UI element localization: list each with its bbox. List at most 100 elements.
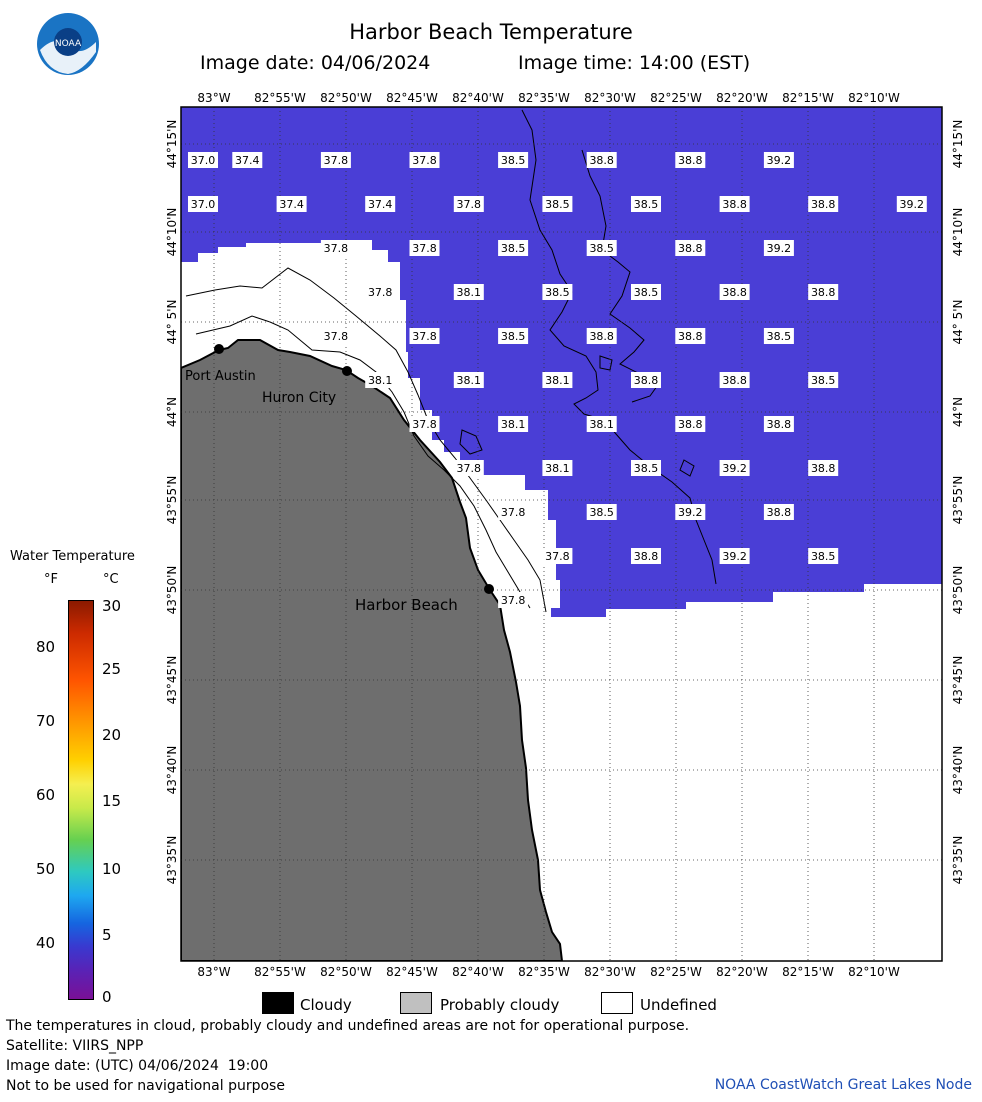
image-time: Image time: 14:00 (EST) (518, 52, 751, 74)
svg-text:38.5: 38.5 (545, 198, 570, 211)
svg-text:37.8: 37.8 (412, 418, 437, 431)
temperature-colorbar (68, 600, 94, 1000)
lon-label-top: 82°45'W (386, 91, 438, 105)
longitude-labels: 83°W 83°W 82°55'W 82°55'W 82°50'W 82°50'W 82°4… (197, 91, 900, 979)
lon-label-top: 82°20'W (716, 91, 768, 105)
lat-label-right: 44°10'N (951, 208, 965, 257)
legend-c-tick: 25 (102, 660, 122, 678)
undefined-swatch (601, 992, 633, 1014)
temperature-label: 38.5 (586, 504, 617, 520)
temperature-label: 38.8 (631, 548, 661, 564)
svg-text:37.8: 37.8 (324, 242, 349, 255)
temperature-label: 38.8 (586, 152, 617, 168)
lon-label-top: 82°15'W (782, 91, 834, 105)
lon-label-bottom: 82°40'W (452, 965, 504, 979)
temperature-label: 38.8 (763, 416, 794, 432)
temperature-label: 37.4 (365, 196, 396, 212)
legend-unit-c: °C (103, 572, 119, 587)
temperature-label: 38.5 (542, 284, 573, 300)
svg-text:39.2: 39.2 (722, 550, 747, 563)
depth-contour (679, 459, 695, 477)
place-port-austin: Port Austin (185, 344, 256, 384)
svg-text:38.5: 38.5 (589, 242, 614, 255)
cloudy-label: Cloudy (300, 996, 352, 1014)
temperature-label: 39.2 (763, 240, 794, 256)
lat-label-right: 44°15'N (951, 120, 965, 169)
temperature-label: 38.5 (542, 196, 573, 212)
place-harbor-beach: Harbor Beach (355, 584, 494, 614)
svg-text:39.2: 39.2 (722, 462, 747, 475)
svg-text:Huron City: Huron City (262, 390, 336, 406)
svg-text:38.5: 38.5 (545, 286, 570, 299)
temperature-label: 38.1 (542, 460, 573, 476)
map-frame (180, 106, 943, 962)
svg-text:39.2: 39.2 (767, 154, 792, 167)
lat-label-right: 43°55'N (951, 476, 965, 525)
lat-label-right: 44° 5'N (951, 300, 965, 345)
lat-label-left: 43°50'N (165, 566, 179, 615)
temperature-label: 37.8 (498, 504, 529, 520)
svg-text:37.8: 37.8 (545, 550, 570, 563)
svg-text:38.8: 38.8 (722, 198, 747, 211)
legend-c-tick: 30 (102, 597, 122, 615)
temperature-label: 38.5 (631, 460, 661, 476)
lon-label-bottom: 82°50'W (320, 965, 372, 979)
lat-label-left: 43°35'N (165, 836, 179, 885)
temperature-label: 38.1 (453, 284, 484, 300)
temperature-label: 38.5 (498, 152, 529, 168)
lat-label-left: 44°N (165, 397, 179, 427)
svg-text:37.4: 37.4 (235, 154, 260, 167)
footer-note: The temperatures in cloud, probably clou… (6, 1018, 690, 1034)
lat-label-left: 44°15'N (165, 120, 179, 169)
lon-label-bottom: 82°55'W (254, 965, 306, 979)
probably-cloudy-swatch (400, 992, 432, 1014)
lat-label-right: 43°45'N (951, 656, 965, 705)
svg-text:38.5: 38.5 (589, 506, 614, 519)
svg-text:37.8: 37.8 (501, 594, 526, 607)
temperature-label: 38.8 (719, 372, 750, 388)
legend-unit-f: °F (44, 572, 58, 587)
lon-label-top: 83°W (197, 91, 230, 105)
temperature-label: 39.2 (896, 196, 927, 212)
lon-label-bottom: 83°W (197, 965, 230, 979)
legend-c-tick: 5 (102, 926, 112, 944)
temperature-label: 38.8 (675, 152, 706, 168)
svg-text:38.8: 38.8 (767, 506, 792, 519)
svg-text:37.0: 37.0 (191, 198, 216, 211)
svg-text:38.5: 38.5 (634, 462, 659, 475)
temperature-label: 38.8 (719, 284, 750, 300)
temperature-label: 38.1 (498, 416, 529, 432)
svg-text:37.4: 37.4 (279, 198, 304, 211)
temperature-label: 38.8 (631, 372, 661, 388)
temperature-label: 38.8 (808, 460, 839, 476)
svg-text:38.8: 38.8 (634, 550, 659, 563)
svg-text:38.8: 38.8 (634, 374, 659, 387)
svg-text:37.8: 37.8 (501, 506, 526, 519)
svg-text:37.8: 37.8 (412, 154, 437, 167)
svg-text:37.4: 37.4 (368, 198, 393, 211)
lat-label-left: 44° 5'N (165, 300, 179, 345)
footer-nav-warning: Not to be used for navigational purpose (6, 1078, 285, 1094)
undefined-label: Undefined (640, 996, 717, 1014)
svg-text:38.1: 38.1 (545, 462, 570, 475)
svg-text:38.1: 38.1 (589, 418, 614, 431)
svg-text:37.8: 37.8 (368, 286, 393, 299)
lon-label-top: 82°10'W (848, 91, 900, 105)
temperature-label: 38.5 (763, 328, 794, 344)
temperature-label: 37.8 (409, 240, 440, 256)
svg-text:38.5: 38.5 (501, 242, 526, 255)
temperature-label: 37.0 (188, 196, 218, 212)
image-date: Image date: 04/06/2024 (200, 52, 431, 74)
temperature-label: 38.1 (586, 416, 617, 432)
temperature-labels: 37.0 37.4 37.8 37.8 38.5 38.8 38.8 39.2 37.0 37.4… (188, 152, 927, 608)
svg-text:38.8: 38.8 (678, 242, 703, 255)
lon-label-top: 82°35'W (518, 91, 570, 105)
temperature-label: 37.8 (453, 460, 484, 476)
svg-text:38.1: 38.1 (457, 286, 482, 299)
legend-f-tick: 40 (36, 934, 56, 952)
temperature-label: 38.8 (763, 504, 794, 520)
legend-c-tick: 20 (102, 726, 122, 744)
place-huron-city: Huron City (262, 366, 352, 406)
temperature-label: 38.8 (808, 284, 839, 300)
temperature-label: 39.2 (719, 548, 750, 564)
